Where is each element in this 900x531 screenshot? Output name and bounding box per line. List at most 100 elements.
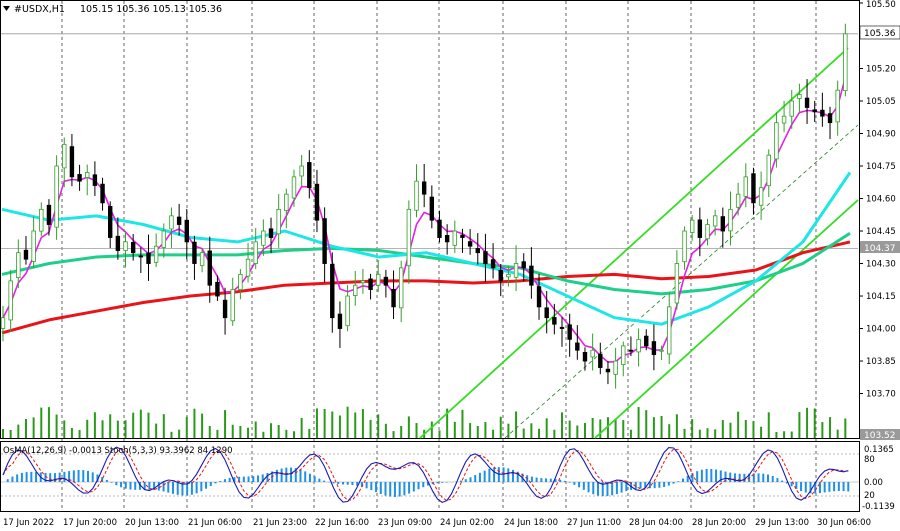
osma-bar (205, 482, 208, 489)
osma-bar (568, 482, 571, 483)
candle-body (628, 349, 634, 352)
candle-body (123, 241, 128, 251)
candle-body (682, 230, 687, 263)
candle-body (590, 349, 595, 358)
candle-body (674, 263, 680, 304)
candle-body (307, 162, 312, 189)
osma-bar (563, 480, 566, 482)
price-label: 104.75 (866, 162, 896, 172)
volume-bar (767, 412, 770, 438)
osma-bar (545, 478, 548, 482)
candle-body (575, 342, 580, 351)
level-box (860, 241, 900, 253)
osma-bar (427, 482, 429, 486)
osma-bar (58, 472, 61, 482)
candle-body (781, 115, 787, 124)
candle-body (268, 228, 274, 238)
osma-bar (375, 482, 378, 493)
candle-body (245, 258, 251, 277)
candle-body (498, 269, 503, 282)
candle-body (705, 224, 710, 240)
osma-bar (308, 473, 311, 482)
osma-bar (157, 482, 160, 491)
volume-bar (208, 426, 211, 438)
volume-bar (384, 423, 387, 438)
candle-body (176, 216, 182, 225)
price-label: 105.50 (866, 0, 896, 10)
candle-body (376, 273, 381, 286)
osma-bar (592, 482, 595, 495)
volume-bar (637, 407, 640, 438)
volume-bar (538, 428, 541, 438)
volume-bar (262, 431, 265, 438)
volume-bar (254, 421, 257, 438)
volume-bar (821, 422, 824, 438)
candlesticks[interactable] (0, 23, 848, 389)
candle-body (406, 208, 412, 267)
moving-averages (1, 77, 852, 363)
candle-body (735, 193, 741, 208)
volume-bar (224, 410, 227, 438)
osma-bar (837, 482, 840, 491)
osma-bar (332, 482, 335, 484)
volume-bar (721, 420, 724, 438)
volume-bar (415, 423, 418, 438)
osma-bar (214, 482, 217, 484)
osma-bar (25, 472, 28, 482)
volume-bar (775, 431, 778, 438)
volume-bar (576, 425, 579, 438)
osma-bar (195, 482, 198, 494)
osma-bar (162, 482, 165, 492)
candle-body (39, 208, 44, 232)
osma-bar (611, 482, 614, 496)
candle-body (621, 345, 626, 365)
candle-body (689, 219, 695, 233)
volume-bar (315, 408, 318, 438)
osma-bar (672, 482, 675, 484)
price-label: 104.15 (866, 292, 896, 302)
osma-bar (275, 469, 278, 482)
osma-bar (696, 471, 699, 482)
osma-bar (507, 468, 510, 482)
osma-bar (370, 482, 373, 491)
candle-body (368, 278, 373, 290)
osma-bar (408, 482, 411, 494)
osma-bar (379, 482, 382, 495)
osma-bar (474, 475, 477, 482)
volume-bar (545, 418, 548, 438)
channel-median-line (504, 124, 859, 439)
candle-body (552, 317, 557, 325)
volume-bar (522, 428, 525, 438)
osma-bar (20, 472, 23, 482)
volume-bar (744, 420, 747, 438)
stoch-main-line (2, 446, 849, 504)
triangle-down-icon[interactable] (3, 6, 10, 11)
osma-bar (771, 475, 774, 482)
candle-body (429, 196, 435, 221)
osma-bar (153, 482, 156, 490)
candle-body (720, 216, 726, 232)
stochastic-lines (2, 446, 849, 504)
osma-bar (785, 482, 788, 484)
candle-body (360, 280, 366, 284)
volume-bar (285, 429, 288, 438)
osma-bar (63, 471, 66, 482)
osma-bar (700, 469, 703, 482)
osma-bar (601, 482, 604, 497)
osma-bar (691, 473, 694, 482)
osma-bar (719, 470, 722, 482)
volume-bar (484, 422, 487, 438)
volume-bar (9, 429, 12, 438)
osma-bar (266, 473, 269, 482)
osma-bar (648, 482, 651, 489)
osma-bar (582, 482, 585, 490)
osma-bar (176, 482, 179, 495)
osma-bar (464, 479, 467, 482)
candle-body (544, 307, 549, 319)
ohlc-readout: 105.15 105.36 105.13 105.36 (80, 4, 222, 15)
osma-bar (247, 476, 250, 482)
volume-bar (323, 408, 326, 438)
volume-bar (32, 417, 35, 438)
osma-bar (228, 477, 231, 482)
